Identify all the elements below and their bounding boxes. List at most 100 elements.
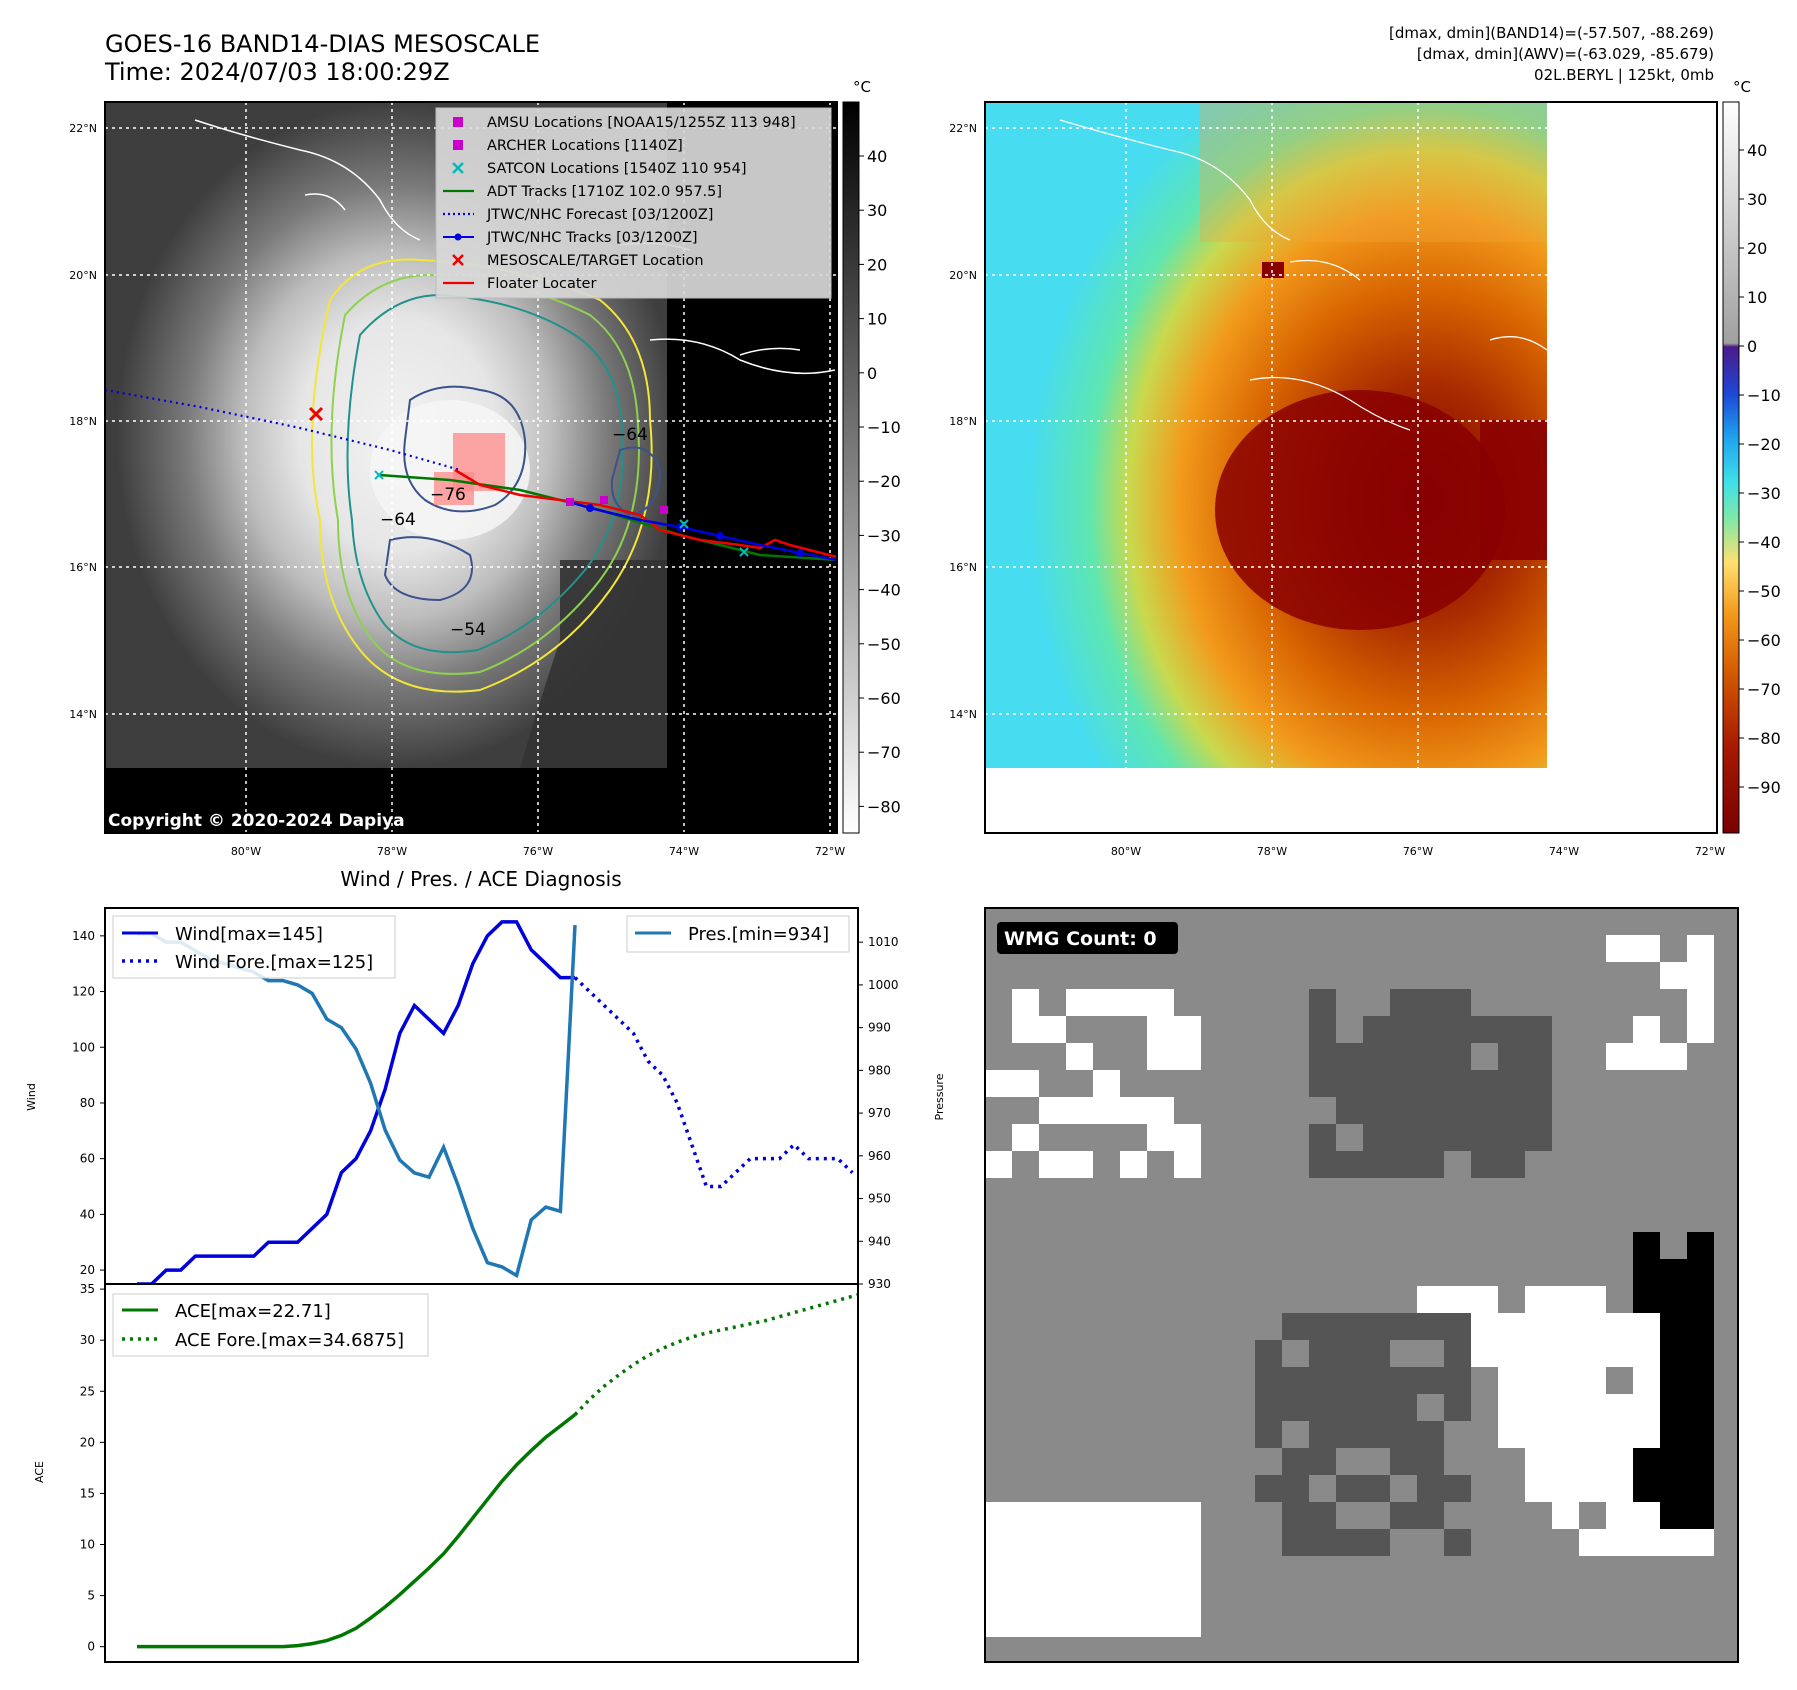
wmg-cell xyxy=(1471,1313,1498,1340)
colorbar-tick-label: 0 xyxy=(867,364,877,383)
legend-item: SATCON Locations [1540Z 110 954] xyxy=(452,161,746,177)
colorbar-tick-label: −10 xyxy=(1747,386,1781,405)
colorbar-tick-label: −90 xyxy=(1747,778,1781,797)
wmg-cell xyxy=(1687,935,1714,962)
wmg-cell xyxy=(1525,1286,1552,1313)
wmg-cell xyxy=(1552,1340,1579,1367)
wmg-cell xyxy=(1444,989,1471,1016)
wmg-cell xyxy=(1633,1502,1660,1529)
wmg-cell xyxy=(1309,989,1336,1016)
legend-marker xyxy=(452,162,464,174)
colorbar-tick-label: 10 xyxy=(867,310,887,329)
colorbar-tick-label: −50 xyxy=(867,635,901,654)
legend-wind: Wind[max=145] xyxy=(175,924,323,945)
colorbar-tick-label: −60 xyxy=(1747,631,1781,650)
colorbar-tick-label: 40 xyxy=(1747,141,1767,160)
wmg-cell xyxy=(1687,1313,1714,1340)
wmg-cell xyxy=(1687,1259,1714,1286)
wmg-cell xyxy=(1039,1097,1066,1124)
wmg-cell xyxy=(1579,1448,1606,1475)
wmg-cell xyxy=(1417,1448,1444,1475)
wmg-cell xyxy=(1255,1475,1282,1502)
floater-locater xyxy=(454,468,837,559)
wmg-cell xyxy=(1120,1529,1147,1556)
copyright-text: Copyright © 2020-2024 Dapiya xyxy=(108,811,405,831)
wmg-cell xyxy=(1417,1502,1444,1529)
contour-label-2: −76 xyxy=(430,485,466,505)
ace-tick-label: 10 xyxy=(80,1538,95,1552)
satcon-markers xyxy=(374,470,749,557)
wmg-cell xyxy=(1066,1097,1093,1124)
wmg-cell xyxy=(1579,1475,1606,1502)
wmg-cell xyxy=(1174,1610,1201,1637)
legend-item: MESOSCALE/TARGET Location xyxy=(452,253,704,269)
figure-title: GOES-16 BAND14-DIAS MESOSCALE xyxy=(105,30,540,58)
wmg-cell xyxy=(1417,1097,1444,1124)
color-colorbar: °C 40 30 20 10 0 −10 −20 −30 −40 −50 −60 −70 −80 −90 xyxy=(1722,78,1781,834)
wmg-cell xyxy=(1390,1502,1417,1529)
wmg-cell xyxy=(1552,1502,1579,1529)
wmg-cell xyxy=(1390,1016,1417,1043)
colorbar-tick-label: −70 xyxy=(1747,680,1781,699)
pressure-tick-label: 980 xyxy=(868,1063,891,1077)
wmg-cell xyxy=(1012,1610,1039,1637)
color-map-lon-labels: 80°W 78°W 76°W 74°W 72°W xyxy=(1111,845,1725,858)
wind-axis-label: Wind xyxy=(25,1083,38,1111)
ir-colorbar: °C 40 30 20 10 0 −10 −20 −30 −40 −50 −60 −70 −80 xyxy=(842,78,901,834)
wmg-cell xyxy=(1309,1016,1336,1043)
pressure-tick-label: 990 xyxy=(868,1021,891,1035)
wmg-cell xyxy=(1606,1529,1633,1556)
wmg-cell xyxy=(1255,1421,1282,1448)
wmg-cell xyxy=(1282,1475,1309,1502)
info-band14: [dmax, dmin](BAND14)=(-57.507, -88.269) xyxy=(1389,24,1714,42)
wmg-cell xyxy=(1444,1394,1471,1421)
wmg-cell xyxy=(1660,1286,1687,1313)
wmg-cell xyxy=(1417,1475,1444,1502)
wmg-cell xyxy=(1390,1043,1417,1070)
wmg-cell xyxy=(1336,1421,1363,1448)
wmg-cell xyxy=(1525,1097,1552,1124)
legend-label: Floater Locater xyxy=(487,276,596,292)
wmg-cell xyxy=(1660,1259,1687,1286)
wind-tick-label: 120 xyxy=(72,985,95,999)
wmg-cell xyxy=(1282,1448,1309,1475)
svg-text:16°N: 16°N xyxy=(949,561,977,574)
series-line xyxy=(573,1292,858,1416)
wmg-cell xyxy=(1147,989,1174,1016)
svg-text:20°N: 20°N xyxy=(69,269,97,282)
wmg-cell xyxy=(1633,1232,1660,1259)
wmg-cell xyxy=(1471,1070,1498,1097)
wind-legend: Wind[max=145] Wind Fore.[max=125] xyxy=(112,915,396,979)
wmg-cell xyxy=(1606,1421,1633,1448)
legend-ace-forecast: ACE Fore.[max=34.6875] xyxy=(175,1330,404,1351)
wmg-cell xyxy=(1336,1313,1363,1340)
wmg-cell xyxy=(1174,1583,1201,1610)
svg-text:72°W: 72°W xyxy=(815,845,845,858)
legend-item: ADT Tracks [1710Z 102.0 957.5] xyxy=(443,184,722,200)
legend-item: JTWC/NHC Tracks [03/1200Z] xyxy=(443,230,698,246)
wmg-cell xyxy=(1363,1529,1390,1556)
wmg-cell xyxy=(1120,989,1147,1016)
pressure-tick-label: 970 xyxy=(868,1106,891,1120)
pressure-tick-label: 960 xyxy=(868,1149,891,1163)
wmg-cell xyxy=(1633,1340,1660,1367)
wmg-cell xyxy=(1309,1340,1336,1367)
wmg-cell xyxy=(1363,1313,1390,1340)
wmg-cell xyxy=(1525,1394,1552,1421)
wmg-cell xyxy=(1552,1475,1579,1502)
wmg-cell xyxy=(1363,1070,1390,1097)
svg-text:78°W: 78°W xyxy=(1257,845,1287,858)
wmg-cell xyxy=(1525,1475,1552,1502)
wmg-cell xyxy=(1120,1151,1147,1178)
ir-colorbar-unit: °C xyxy=(853,78,871,96)
wmg-cell xyxy=(1012,1529,1039,1556)
wmg-cell xyxy=(1606,935,1633,962)
wmg-cell xyxy=(1687,1448,1714,1475)
wmg-cell xyxy=(985,1151,1012,1178)
ace-tick-label: 35 xyxy=(80,1282,95,1296)
wmg-cell xyxy=(1498,1151,1525,1178)
wmg-cell xyxy=(1687,1394,1714,1421)
wmg-cell xyxy=(1633,1313,1660,1340)
wmg-cell xyxy=(1498,1421,1525,1448)
wmg-cell xyxy=(1174,1502,1201,1529)
